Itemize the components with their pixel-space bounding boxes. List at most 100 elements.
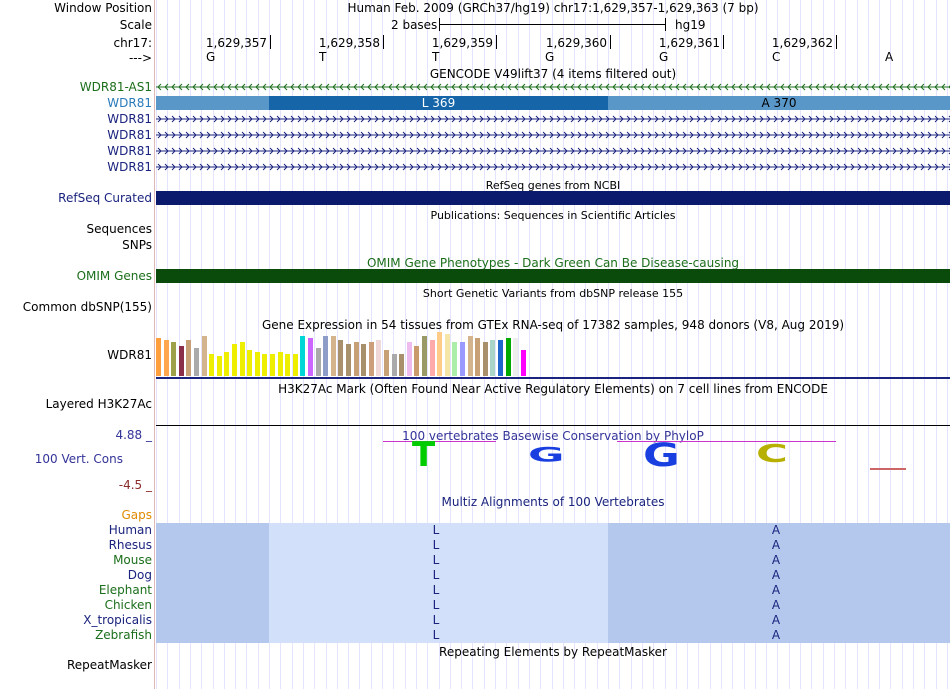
gtex-tissue-bar[interactable] — [163, 340, 169, 376]
gtex-tissue-bar[interactable] — [330, 336, 336, 376]
gencode-row-label[interactable]: WDR81 — [107, 96, 152, 110]
dbsnp-track-title[interactable]: Short Genetic Variants from dbSNP releas… — [422, 287, 684, 300]
omim-track-title[interactable]: OMIM Gene Phenotypes - Dark Green Can Be… — [366, 256, 740, 270]
gtex-tissue-bar[interactable] — [414, 346, 420, 376]
species-label[interactable]: Human — [108, 523, 152, 537]
publications-track-title[interactable]: Publications: Sequences in Scientific Ar… — [430, 209, 676, 222]
gtex-tissue-bar[interactable] — [209, 354, 215, 376]
gencode-row-label[interactable]: WDR81 — [107, 128, 152, 142]
sequences-track-label[interactable]: Sequences — [86, 222, 152, 236]
gtex-tissue-bar[interactable] — [475, 338, 481, 376]
gtex-tissue-bar[interactable] — [490, 340, 496, 376]
gtex-tissue-bar[interactable] — [482, 342, 488, 376]
refseq-gene-bar[interactable] — [156, 191, 950, 205]
species-label[interactable]: X_tropicalis — [83, 613, 152, 627]
gtex-tissue-bar[interactable] — [452, 342, 458, 376]
gtex-tissue-bar[interactable] — [277, 352, 283, 376]
species-label[interactable]: Mouse — [113, 553, 152, 567]
gtex-tissue-bar[interactable] — [467, 336, 473, 376]
dbsnp-track-label[interactable]: Common dbSNP(155) — [22, 300, 152, 314]
gtex-tissue-bar[interactable] — [323, 336, 329, 376]
gtex-track-label[interactable]: WDR81 — [107, 348, 152, 362]
repeatmasker-track-label[interactable]: RepeatMasker — [66, 658, 152, 672]
gtex-tissue-bar[interactable] — [308, 338, 313, 376]
wdr81-transcript[interactable] — [156, 113, 950, 125]
wdr81-transcript[interactable] — [156, 145, 950, 157]
gtex-tissue-bar[interactable] — [353, 342, 359, 376]
gtex-tissue-bar[interactable] — [460, 342, 465, 376]
gtex-tissue-bar[interactable] — [232, 344, 237, 376]
gtex-tissue-bar[interactable] — [444, 334, 450, 376]
gencode-row-label[interactable]: WDR81 — [107, 112, 152, 126]
gtex-tissue-bar[interactable] — [186, 340, 192, 376]
gtex-tissue-bar[interactable] — [513, 338, 519, 376]
gtex-tissue-bar[interactable] — [156, 338, 161, 376]
gtex-tissue-bar[interactable] — [171, 342, 177, 376]
gtex-track-title[interactable]: Gene Expression in 54 tissues from GTEx … — [261, 318, 845, 332]
omim-gene-bar[interactable] — [156, 269, 950, 283]
gencode-row-label[interactable]: WDR81 — [107, 160, 152, 174]
gtex-tissue-bar[interactable] — [498, 340, 503, 376]
gtex-tissue-bar[interactable] — [224, 352, 230, 376]
window-position-value: Human Feb. 2009 (GRCh37/hg19) chr17:1,62… — [347, 1, 759, 15]
gtex-tissue-bar[interactable] — [429, 340, 435, 376]
omim-track-label[interactable]: OMIM Genes — [76, 269, 152, 283]
refseq-track-title[interactable]: RefSeq genes from NCBI — [485, 179, 621, 192]
gencode-row-label[interactable]: WDR81-AS1 — [80, 80, 152, 94]
species-label[interactable]: Elephant — [98, 583, 152, 597]
gtex-tissue-bar[interactable] — [346, 344, 351, 376]
gtex-expression-chart[interactable] — [156, 332, 950, 376]
gtex-tissue-bar[interactable] — [292, 354, 298, 376]
gtex-tissue-bar[interactable] — [194, 348, 199, 376]
gtex-tissue-bar[interactable] — [270, 354, 275, 376]
gtex-tissue-bar[interactable] — [376, 340, 382, 376]
gtex-tissue-bar[interactable] — [399, 354, 405, 376]
cons-track-title[interactable]: 100 vertebrates Basewise Conservation by… — [402, 429, 704, 443]
gtex-tissue-bar[interactable] — [178, 346, 184, 376]
refseq-track-label[interactable]: RefSeq Curated — [58, 191, 152, 205]
gtex-tissue-bar[interactable] — [520, 350, 526, 376]
gtex-tissue-bar[interactable] — [406, 342, 412, 376]
gtex-tissue-bar[interactable] — [391, 354, 397, 376]
gencode-row-label[interactable]: WDR81 — [107, 144, 152, 158]
gtex-tissue-bar[interactable] — [422, 336, 427, 376]
wdr81-as1-transcript[interactable] — [156, 81, 950, 93]
gtex-tissue-bar[interactable] — [315, 348, 321, 376]
gtex-tissue-bar[interactable] — [262, 354, 268, 376]
wdr81-transcript[interactable] — [156, 161, 950, 173]
gtex-tissue-bar[interactable] — [361, 344, 367, 376]
repeatmasker-track-title[interactable]: Repeating Elements by RepeatMasker — [439, 645, 667, 659]
gtex-tissue-bar[interactable] — [338, 340, 344, 376]
h3k27ac-track-title[interactable]: H3K27Ac Mark (Often Found Near Active Re… — [278, 382, 828, 396]
species-label[interactable]: Chicken — [104, 598, 152, 612]
gtex-tissue-bar[interactable] — [285, 354, 291, 376]
gtex-tissue-bar[interactable] — [254, 352, 260, 376]
gtex-tissue-bar[interactable] — [201, 336, 207, 376]
gtex-tissue-bar[interactable] — [384, 350, 389, 376]
gtex-tissue-bar[interactable] — [247, 350, 253, 376]
snps-track-label[interactable]: SNPs — [122, 238, 152, 252]
cons-track-label[interactable]: 100 Vert. Cons — [34, 452, 123, 466]
gencode-track-title[interactable]: GENCODE V49lift37 (4 items filtered out) — [429, 67, 677, 81]
gtex-tissue-bar[interactable] — [216, 356, 222, 376]
wdr81-transcript[interactable] — [156, 129, 950, 141]
gtex-tissue-bar[interactable] — [437, 332, 443, 376]
wdr81-coding-exon[interactable]: L 369 A 370 — [156, 96, 950, 110]
h3k27ac-track-label[interactable]: Layered H3K27Ac — [45, 397, 152, 411]
gtex-tissue-bar[interactable] — [505, 338, 511, 376]
gtex-tissue-bar[interactable] — [239, 342, 245, 376]
species-label[interactable]: Dog — [127, 568, 152, 582]
gtex-tissue-bar[interactable] — [368, 342, 374, 376]
species-label[interactable]: Rhesus — [108, 538, 152, 552]
species-label[interactable]: Zebrafish — [95, 628, 152, 642]
multiz-track-title[interactable]: Multiz Alignments of 100 Vertebrates — [441, 495, 665, 509]
gtex-tissue-bar[interactable] — [300, 336, 306, 376]
